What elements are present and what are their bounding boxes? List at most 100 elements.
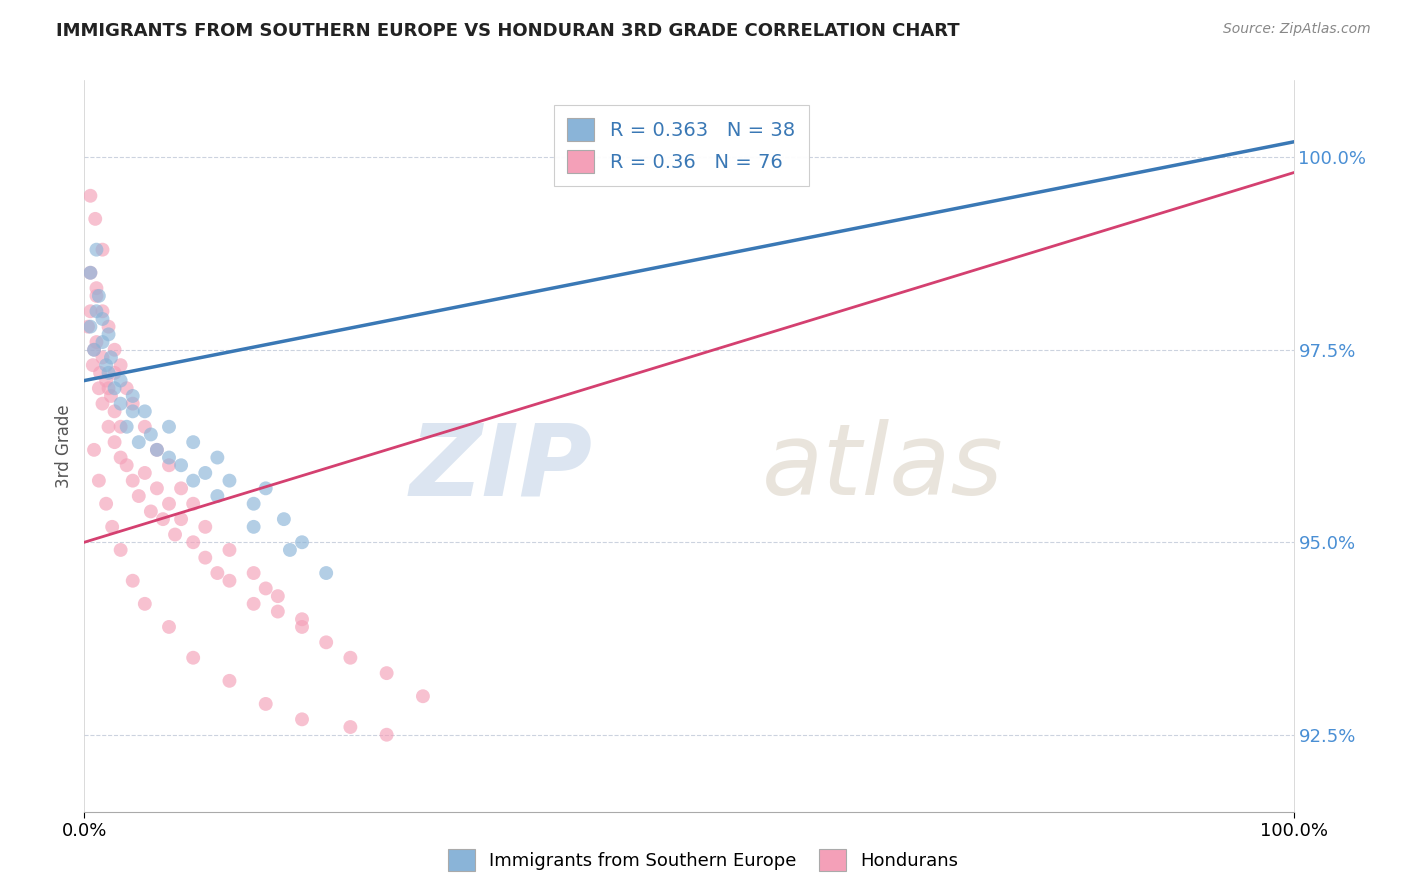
Point (115, 381, 138, 395)
Point (170, 458, 193, 473)
Point (278, 543, 301, 558)
Point (79, 266, 101, 280)
Point (291, 620, 314, 634)
Point (273, 512, 295, 526)
Point (207, 489, 229, 503)
Point (181, 535, 204, 549)
Point (134, 466, 156, 480)
Point (146, 481, 169, 495)
Point (194, 466, 217, 480)
Point (83, 343, 105, 357)
Point (89, 366, 111, 380)
Point (100, 389, 122, 403)
Point (267, 605, 290, 619)
Point (82, 358, 104, 372)
Point (115, 458, 138, 473)
Point (110, 450, 132, 465)
Point (86, 304, 108, 318)
Point (100, 351, 122, 365)
Point (181, 650, 204, 665)
Point (412, 690, 434, 704)
Point (115, 419, 138, 434)
Point (139, 504, 162, 518)
Point (101, 520, 124, 534)
Point (121, 574, 143, 588)
Point (97, 366, 120, 380)
Text: IMMIGRANTS FROM SOUTHERN EUROPE VS HONDURAN 3RD GRADE CORRELATION CHART: IMMIGRANTS FROM SOUTHERN EUROPE VS HONDU… (56, 22, 960, 40)
Point (181, 474, 204, 488)
Point (339, 650, 361, 665)
Point (79, 266, 101, 280)
Point (87, 474, 110, 488)
Point (181, 435, 204, 450)
Point (87, 381, 110, 395)
Point (83, 442, 105, 457)
Y-axis label: 3rd Grade: 3rd Grade (55, 404, 73, 488)
Point (97, 419, 120, 434)
Point (242, 497, 264, 511)
Point (91, 304, 114, 318)
Point (254, 582, 277, 596)
Point (79, 188, 101, 202)
Point (91, 351, 114, 365)
Point (139, 427, 162, 442)
Point (291, 535, 314, 549)
Point (121, 404, 143, 418)
Point (170, 481, 193, 495)
Point (121, 474, 143, 488)
Point (315, 635, 337, 649)
Point (157, 620, 180, 634)
Point (91, 312, 114, 326)
Point (242, 597, 264, 611)
Text: ZIP: ZIP (409, 419, 592, 516)
Point (110, 397, 132, 411)
Point (110, 419, 132, 434)
Point (110, 374, 132, 388)
Text: atlas: atlas (762, 419, 1002, 516)
Point (242, 566, 264, 580)
Point (86, 281, 108, 295)
Point (110, 358, 132, 372)
Point (242, 520, 264, 534)
Legend: Immigrants from Southern Europe, Hondurans: Immigrants from Southern Europe, Hondura… (440, 842, 966, 879)
Point (291, 612, 314, 626)
Point (146, 442, 169, 457)
Point (86, 334, 108, 349)
Point (110, 543, 132, 558)
Point (375, 728, 398, 742)
Point (218, 543, 240, 558)
Point (104, 435, 127, 450)
Point (218, 673, 240, 688)
Point (104, 381, 127, 395)
Point (207, 450, 229, 465)
Point (86, 243, 108, 257)
Point (254, 481, 277, 495)
Point (315, 566, 337, 580)
Point (339, 720, 361, 734)
Point (121, 397, 143, 411)
Point (218, 574, 240, 588)
Point (267, 589, 290, 603)
Point (86, 289, 108, 303)
Point (254, 697, 277, 711)
Point (128, 489, 150, 503)
Text: Source: ZipAtlas.com: Source: ZipAtlas.com (1223, 22, 1371, 37)
Point (157, 497, 180, 511)
Point (91, 243, 114, 257)
Point (134, 597, 156, 611)
Legend: R = 0.363   N = 38, R = 0.36   N = 76: R = 0.363 N = 38, R = 0.36 N = 76 (554, 104, 808, 186)
Point (94, 497, 117, 511)
Point (157, 419, 180, 434)
Point (146, 442, 169, 457)
Point (77, 319, 100, 334)
Point (375, 666, 398, 681)
Point (91, 334, 114, 349)
Point (94, 374, 117, 388)
Point (291, 712, 314, 726)
Point (104, 343, 127, 357)
Point (87, 289, 110, 303)
Point (218, 474, 240, 488)
Point (83, 343, 105, 357)
Point (157, 458, 180, 473)
Point (157, 450, 180, 465)
